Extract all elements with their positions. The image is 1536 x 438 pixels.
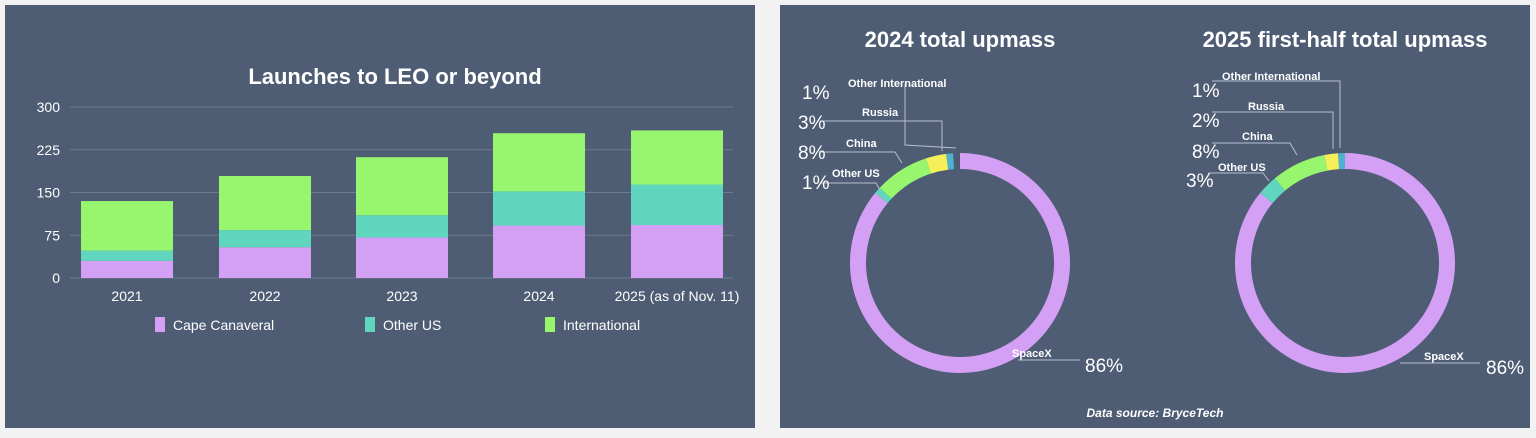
slice-percent: 1% xyxy=(802,83,830,104)
bar-other-us xyxy=(219,230,311,248)
donut-title-2024: 2024 total upmass xyxy=(865,27,1056,52)
bar-cape-canaveral xyxy=(356,237,448,278)
slice-percent: 2% xyxy=(1192,111,1220,132)
leader-line xyxy=(1212,111,1334,149)
donut-slice-china xyxy=(879,158,931,199)
donut-slice-russia xyxy=(926,153,949,174)
donut-slice-other-international xyxy=(1338,153,1345,170)
bar-chart-panel: Launches to LEO or beyond 0 75 150 225 300 20… xyxy=(5,5,755,428)
leader-line xyxy=(904,84,957,149)
donut-title-2025: 2025 first-half total upmass xyxy=(1203,27,1488,52)
y-tick-label: 150 xyxy=(37,185,61,201)
bar-chart: Launches to LEO or beyond 0 75 150 225 300 20… xyxy=(37,64,740,333)
leader-line xyxy=(1212,80,1341,148)
slice-label: Russia xyxy=(862,107,899,119)
legend-swatch xyxy=(545,317,555,332)
y-tick-label: 75 xyxy=(44,227,60,243)
slice-percent: 8% xyxy=(1192,142,1220,163)
donut-slice-other-us xyxy=(875,187,892,204)
slice-label: SpaceX xyxy=(1424,351,1464,363)
slice-percent: 8% xyxy=(798,143,826,164)
bar-international xyxy=(356,157,448,216)
bar-other-us xyxy=(493,191,585,226)
bar-international xyxy=(493,133,585,192)
y-tick-label: 300 xyxy=(37,99,61,115)
y-tick-label: 225 xyxy=(37,142,61,158)
x-tick-label: 2022 xyxy=(249,288,280,304)
legend-label: Cape Canaveral xyxy=(173,317,274,333)
x-tick-label: 2024 xyxy=(523,288,554,304)
slice-label: China xyxy=(846,138,877,150)
legend-label: International xyxy=(563,317,640,333)
donut-slice-other-us xyxy=(1260,178,1286,204)
bar-other-us xyxy=(631,184,723,225)
x-tick-label: 2021 xyxy=(111,288,142,304)
slice-percent: 3% xyxy=(798,113,826,134)
leader-line xyxy=(820,151,903,164)
bar-international xyxy=(81,201,173,251)
data-source: Data source: BryceTech xyxy=(1087,406,1224,420)
bar-other-us xyxy=(81,250,173,261)
slice-percent: 1% xyxy=(802,173,830,194)
legend-swatch xyxy=(365,317,375,332)
slice-label: SpaceX xyxy=(1012,348,1052,360)
slice-label: Other International xyxy=(848,78,946,90)
slice-percent: 86% xyxy=(1486,358,1524,379)
slice-label: Other US xyxy=(1218,162,1266,174)
slice-percent: 1% xyxy=(1192,81,1220,102)
leader-line xyxy=(1208,172,1270,182)
bar-cape-canaveral xyxy=(631,224,723,278)
leader-line xyxy=(820,182,881,191)
slice-label: Russia xyxy=(1248,101,1285,113)
bar-cape-canaveral xyxy=(219,247,311,278)
legend-label: Other US xyxy=(383,317,441,333)
slice-percent: 3% xyxy=(1186,171,1214,192)
donut-charts: 2024 total upmass 2025 first-half total … xyxy=(798,27,1524,420)
y-tick-label: 0 xyxy=(52,270,60,286)
donut-slice-other-international xyxy=(946,153,955,170)
donut-slice-china xyxy=(1274,154,1328,191)
chart-title: Launches to LEO or beyond xyxy=(248,64,541,89)
x-tick-label: 2025 (as of Nov. 11) xyxy=(615,288,740,304)
slice-label: Other International xyxy=(1222,71,1320,83)
slice-percent: 86% xyxy=(1085,356,1123,377)
bar-international xyxy=(631,130,723,185)
legend-swatch xyxy=(155,317,165,332)
donut-slice-russia xyxy=(1324,153,1340,171)
leader-line xyxy=(1212,142,1298,156)
bar-cape-canaveral xyxy=(493,225,585,278)
slice-label: Other US xyxy=(832,168,880,180)
donut-panel: 2024 total upmass 2025 first-half total … xyxy=(780,5,1530,428)
leader-line xyxy=(820,120,943,151)
bar-international xyxy=(219,175,311,231)
slice-label: China xyxy=(1242,131,1273,143)
bar-other-us xyxy=(356,215,448,238)
bar-cape-canaveral xyxy=(81,260,173,278)
x-tick-label: 2023 xyxy=(386,288,417,304)
